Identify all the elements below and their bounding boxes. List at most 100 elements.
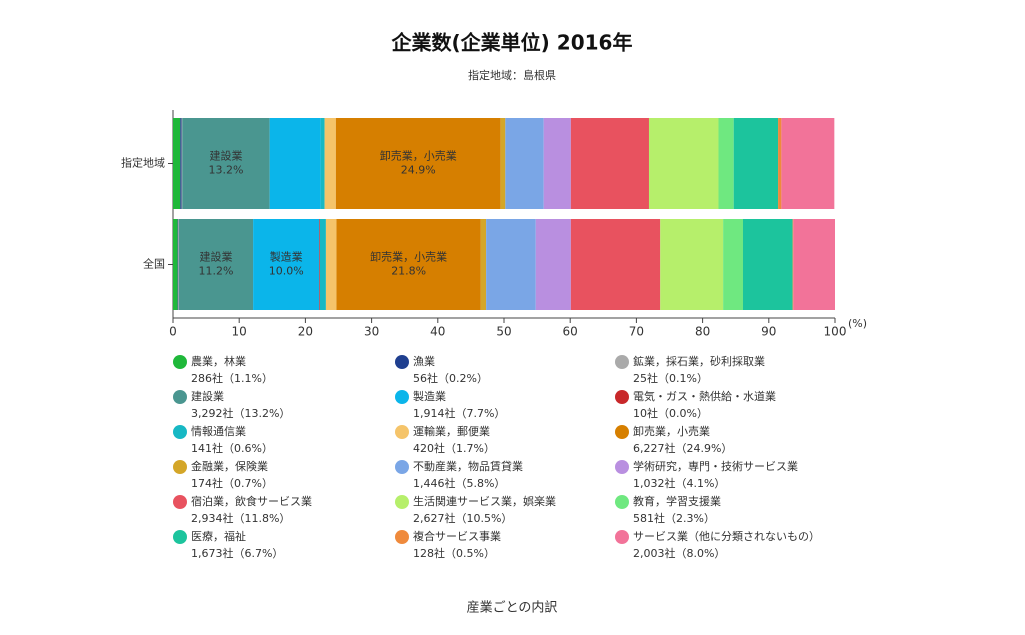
bar-segment xyxy=(733,118,779,209)
legend-label: 製造業 xyxy=(413,389,446,403)
legend-label: 卸売業，小売業 xyxy=(633,424,710,438)
legend-label: 生活関連サービス業，娯楽業 xyxy=(413,494,556,508)
bar-segment xyxy=(660,219,724,310)
legend-label: 宿泊業，飲食サービス業 xyxy=(191,494,312,508)
bar-segment xyxy=(173,118,181,209)
data-label: 10.0% xyxy=(269,265,304,278)
bar-segment xyxy=(648,118,719,209)
bar-segment xyxy=(543,118,571,209)
bar-segment xyxy=(480,219,487,310)
bar-segment xyxy=(792,219,794,310)
segment-name: 建設業 xyxy=(209,149,242,163)
bar-segment xyxy=(178,219,254,310)
bar-segment xyxy=(742,219,793,310)
legend-swatch xyxy=(395,355,409,369)
caption: 産業ごとの内訳 xyxy=(467,600,558,616)
legend-swatch xyxy=(173,425,187,439)
legend-swatch xyxy=(395,530,409,544)
bar-segment xyxy=(335,118,501,209)
legend-swatch xyxy=(615,460,629,474)
bar-segment xyxy=(181,118,183,209)
legend-detail: 286社（1.1%） xyxy=(191,371,273,385)
chart-subtitle: 指定地域：島根県 xyxy=(468,68,556,82)
legend-swatch xyxy=(173,355,187,369)
legend-detail: 6,227社（24.9%） xyxy=(633,441,732,455)
legend-detail: 581社（2.3%） xyxy=(633,511,715,525)
legend-label: 建設業 xyxy=(191,389,224,403)
legend-label: 医療，福祉 xyxy=(191,529,246,543)
data-label: 21.8% xyxy=(391,265,426,278)
legend-detail: 174社（0.7%） xyxy=(191,476,273,490)
x-axis-label: (%) xyxy=(848,317,867,330)
segment-name: 卸売業，小売業 xyxy=(370,250,447,264)
legend-swatch xyxy=(173,530,187,544)
legend-swatch xyxy=(615,495,629,509)
legend-detail: 420社（1.7%） xyxy=(413,441,495,455)
bar-segment xyxy=(793,219,835,310)
bar-segment xyxy=(723,219,743,310)
legend-swatch xyxy=(173,495,187,509)
bar-segment xyxy=(505,118,544,209)
x-tick-label: 60 xyxy=(563,325,578,339)
bar-segment xyxy=(178,219,179,310)
bar-segment xyxy=(486,219,536,310)
bar-segment xyxy=(269,118,321,209)
legend-swatch xyxy=(173,460,187,474)
legend-detail: 25社（0.1%） xyxy=(633,371,708,385)
bar-segment xyxy=(336,219,481,310)
legend-detail: 1,032社（4.1%） xyxy=(633,476,725,490)
legend-swatch xyxy=(615,355,629,369)
x-tick-label: 30 xyxy=(364,325,379,339)
legend-label: 学術研究，専門・技術サービス業 xyxy=(633,459,798,473)
data-label: 11.2% xyxy=(199,265,234,278)
legend-label: 鉱業，採石業，砂利採取業 xyxy=(633,354,765,368)
x-tick-label: 0 xyxy=(169,325,177,339)
legend-swatch xyxy=(173,390,187,404)
x-tick-label: 100 xyxy=(824,325,847,339)
legend-swatch xyxy=(615,425,629,439)
legend-swatch xyxy=(395,390,409,404)
bar-segment xyxy=(253,219,320,310)
legend-detail: 1,673社（6.7%） xyxy=(191,546,283,560)
bar-segment xyxy=(324,118,336,209)
bar-segment xyxy=(778,118,782,209)
legend-label: 漁業 xyxy=(413,354,435,368)
legend-detail: 10社（0.0%） xyxy=(633,406,708,420)
x-tick-label: 70 xyxy=(629,325,644,339)
x-tick-label: 50 xyxy=(496,325,511,339)
bar-segment xyxy=(319,219,326,310)
bar-segment xyxy=(173,219,178,310)
bar-segment xyxy=(180,118,182,209)
legend-detail: 141社（0.6%） xyxy=(191,441,273,455)
legend-label: 不動産業，物品賃貸業 xyxy=(413,459,523,473)
legend-detail: 2,627社（10.5%） xyxy=(413,511,512,525)
chart-title: 企業数(企業単位) 2016年 xyxy=(391,31,633,55)
legend-swatch xyxy=(395,495,409,509)
bar-segment xyxy=(718,118,734,209)
data-label: 13.2% xyxy=(208,164,243,177)
x-tick-label: 10 xyxy=(232,325,247,339)
y-tick-label: 全国 xyxy=(143,257,165,271)
bar-segment xyxy=(320,118,325,209)
legend-detail: 3,292社（13.2%） xyxy=(191,406,290,420)
legend-detail: 1,914社（7.7%） xyxy=(413,406,505,420)
legend-label: 情報通信業 xyxy=(191,425,246,438)
legend-swatch xyxy=(615,530,629,544)
legend-label: 電気・ガス・熱供給・水道業 xyxy=(633,389,776,403)
legend-detail: 56社（0.2%） xyxy=(413,371,488,385)
legend-detail: 1,446社（5.8%） xyxy=(413,476,505,490)
legend-label: 教育，学習支援業 xyxy=(633,494,721,508)
legend-swatch xyxy=(615,390,629,404)
legend-label: 複合サービス事業 xyxy=(413,529,501,543)
legend-label: 運輸業，郵便業 xyxy=(413,424,490,438)
legend-detail: 2,934社（11.8%） xyxy=(191,511,290,525)
segment-name: 製造業 xyxy=(270,250,303,264)
bar-segment xyxy=(325,219,337,310)
y-tick-label: 指定地域 xyxy=(121,156,165,170)
bar-segment xyxy=(182,118,270,209)
legend-label: 金融業，保険業 xyxy=(191,459,268,473)
bar-segment xyxy=(535,219,571,310)
x-tick-label: 80 xyxy=(695,325,710,339)
